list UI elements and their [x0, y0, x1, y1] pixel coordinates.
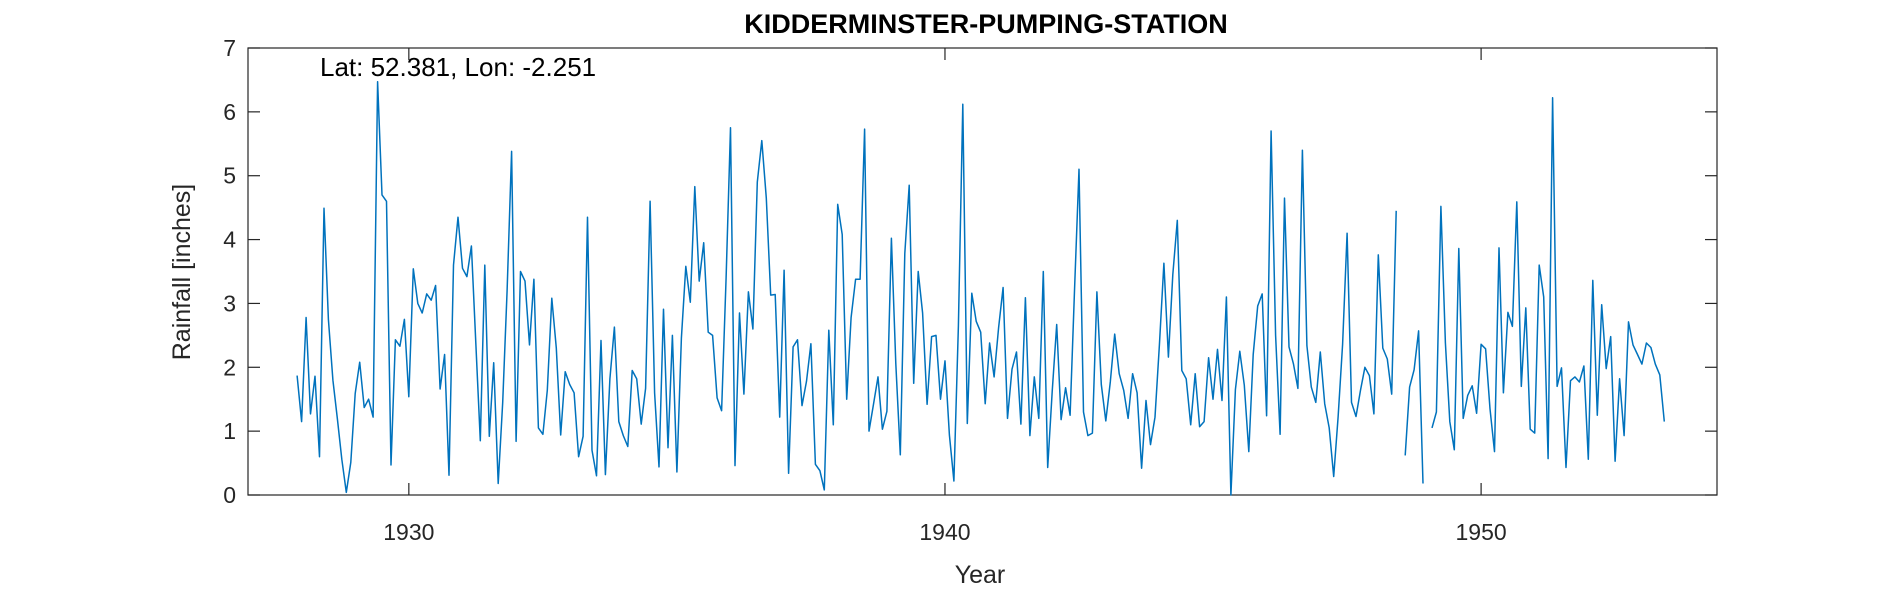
y-axis: 0 1 2 3 4 5 6 7 [223, 35, 1717, 508]
y-tick-label: 0 [223, 482, 236, 508]
coordinates-annotation: Lat: 52.381, Lon: -2.251 [320, 52, 596, 82]
y-tick-label: 2 [223, 354, 236, 380]
y-tick-label: 7 [223, 35, 236, 61]
y-tick-label: 3 [223, 290, 236, 316]
x-tick-label: 1930 [383, 519, 434, 545]
chart-title: KIDDERMINSTER-PUMPING-STATION [744, 9, 1227, 39]
x-tick-label: 1950 [1456, 519, 1507, 545]
y-tick-label: 4 [223, 227, 236, 253]
y-tick-label: 5 [223, 163, 236, 189]
x-axis: 1930 1940 1950 [383, 48, 1507, 545]
plot-area [296, 81, 1666, 496]
axes-box [247, 47, 1718, 496]
axes-frame [247, 47, 1718, 496]
x-tick-label: 1940 [919, 519, 970, 545]
x-axis-label: Year [955, 561, 1006, 589]
y-tick-label: 1 [223, 418, 236, 444]
rainfall-series-line [296, 81, 1666, 496]
y-tick-label: 6 [223, 99, 236, 125]
y-axis-label: Rainfall [inches] [168, 184, 196, 360]
